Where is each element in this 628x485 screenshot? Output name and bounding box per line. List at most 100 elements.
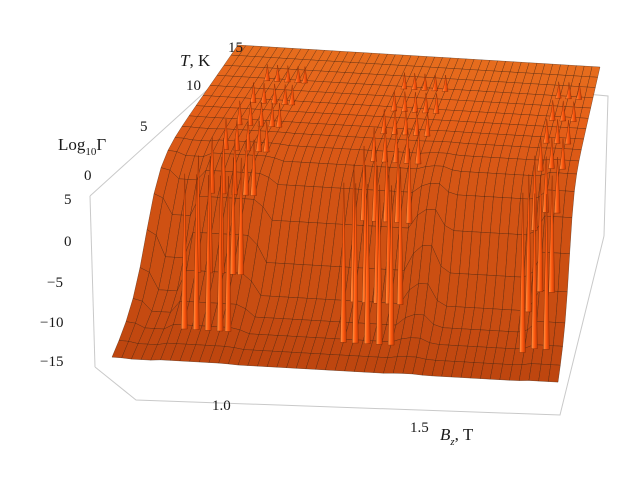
resonance-spike	[294, 66, 301, 83]
z-tick-label: −5	[47, 275, 63, 291]
resonance-spike	[525, 174, 532, 313]
resonance-spike	[553, 157, 561, 214]
x-axis-symbol: B	[440, 425, 451, 444]
resonance-spike	[548, 137, 555, 169]
resonance-spike	[542, 118, 550, 144]
resonance-spike	[421, 73, 428, 91]
z-tick-label: 0	[64, 234, 72, 250]
resonance-spike	[548, 175, 555, 293]
resonance-spike	[275, 103, 283, 128]
resonance-spike	[181, 173, 188, 330]
resonance-spike	[352, 183, 359, 344]
z-axis-symbol: Γ	[96, 135, 106, 154]
resonance-spike	[250, 139, 257, 196]
resonance-spike	[575, 82, 582, 100]
resonance-spike	[400, 72, 408, 90]
resonance-spike	[257, 102, 265, 127]
resonance-spike	[288, 84, 295, 106]
resonance-spike	[410, 73, 418, 90]
resonance-spike	[548, 100, 556, 121]
resonance-spike	[565, 82, 572, 100]
resonance-spike	[542, 156, 549, 213]
resonance-spike	[392, 128, 400, 163]
resonance-spike	[237, 157, 244, 275]
y-tick-label: 0	[84, 168, 92, 184]
resonance-spike	[401, 91, 408, 112]
z-tick-label: −10	[40, 315, 63, 331]
resonance-spike	[268, 102, 275, 127]
resonance-spike	[405, 148, 413, 224]
resonance-spike	[394, 147, 401, 223]
resonance-spike	[559, 138, 566, 170]
resonance-spike	[432, 93, 440, 114]
x-axis-label: Bz, T	[440, 425, 474, 448]
resonance-spike	[249, 82, 257, 103]
resonance-spike	[559, 100, 566, 122]
resonance-spike	[531, 155, 538, 231]
resonance-spike	[553, 119, 561, 144]
surface	[111, 44, 601, 383]
resonance-spike	[564, 120, 572, 145]
resonance-spike	[536, 174, 544, 292]
box-front-edge	[94, 235, 605, 416]
resonance-spike	[411, 92, 419, 113]
y-tick-label: 15	[228, 40, 243, 56]
x-axis-unit: , T	[455, 425, 474, 444]
resonance-spike	[391, 109, 398, 135]
resonance-spike	[396, 166, 404, 305]
y-tick-label: 10	[186, 78, 201, 94]
z-axis-label: Log10Γ	[58, 135, 106, 158]
resonance-spike	[273, 64, 281, 82]
resonance-spike	[281, 84, 288, 105]
resonance-spike	[537, 137, 544, 172]
resonance-spike	[554, 81, 562, 99]
y-axis-symbol: T	[180, 51, 191, 70]
z-axis-subscript: 10	[85, 146, 97, 158]
y-axis-unit: , K	[189, 51, 211, 70]
resonance-spike	[414, 130, 422, 165]
resonance-spike	[193, 174, 200, 330]
resonance-spike	[531, 193, 538, 349]
resonance-spike	[431, 74, 438, 92]
resonance-spike	[402, 110, 409, 136]
resonance-spike	[204, 175, 212, 331]
resonance-spike	[387, 185, 395, 346]
resonance-spike	[224, 176, 232, 332]
resonance-spike	[519, 192, 526, 353]
resonance-spike	[403, 129, 411, 164]
resonance-spike	[263, 121, 270, 153]
resonance-spike	[216, 175, 224, 332]
resonance-spike	[570, 101, 577, 122]
resonance-spike	[543, 194, 550, 350]
x-tick-label: 1.5	[410, 420, 429, 436]
resonance-spike	[260, 83, 267, 104]
resonance-spike	[301, 66, 308, 84]
z-axis-prefix: Log	[58, 135, 86, 154]
z-tick-label: 5	[64, 192, 72, 208]
resonance-spike	[380, 109, 387, 134]
resonance-spike	[423, 111, 431, 137]
y-tick-label: 5	[140, 119, 148, 135]
resonance-spike	[441, 74, 449, 92]
resonance-spike	[246, 101, 254, 126]
resonance-spike	[375, 184, 383, 345]
box-left-vertical	[89, 195, 96, 368]
resonance-spike	[229, 157, 237, 275]
resonance-spike	[242, 139, 250, 196]
resonance-spike	[255, 120, 263, 152]
resonance-spike	[263, 64, 270, 81]
resonance-spike	[381, 128, 388, 163]
z-tick-label: −15	[40, 354, 63, 370]
surface-patch	[548, 364, 561, 383]
x-axis-subscript: z	[449, 436, 455, 448]
resonance-spike	[412, 111, 420, 136]
x-tick-label: 1.0	[212, 398, 231, 414]
y-axis-label: T, K	[180, 51, 211, 70]
resonance-spike	[422, 92, 429, 114]
resonance-spike	[284, 65, 291, 83]
resonance-spike	[270, 83, 278, 105]
resonance-spike	[364, 184, 371, 344]
resonance-spike	[390, 90, 398, 112]
bounding-box-front	[94, 235, 605, 416]
